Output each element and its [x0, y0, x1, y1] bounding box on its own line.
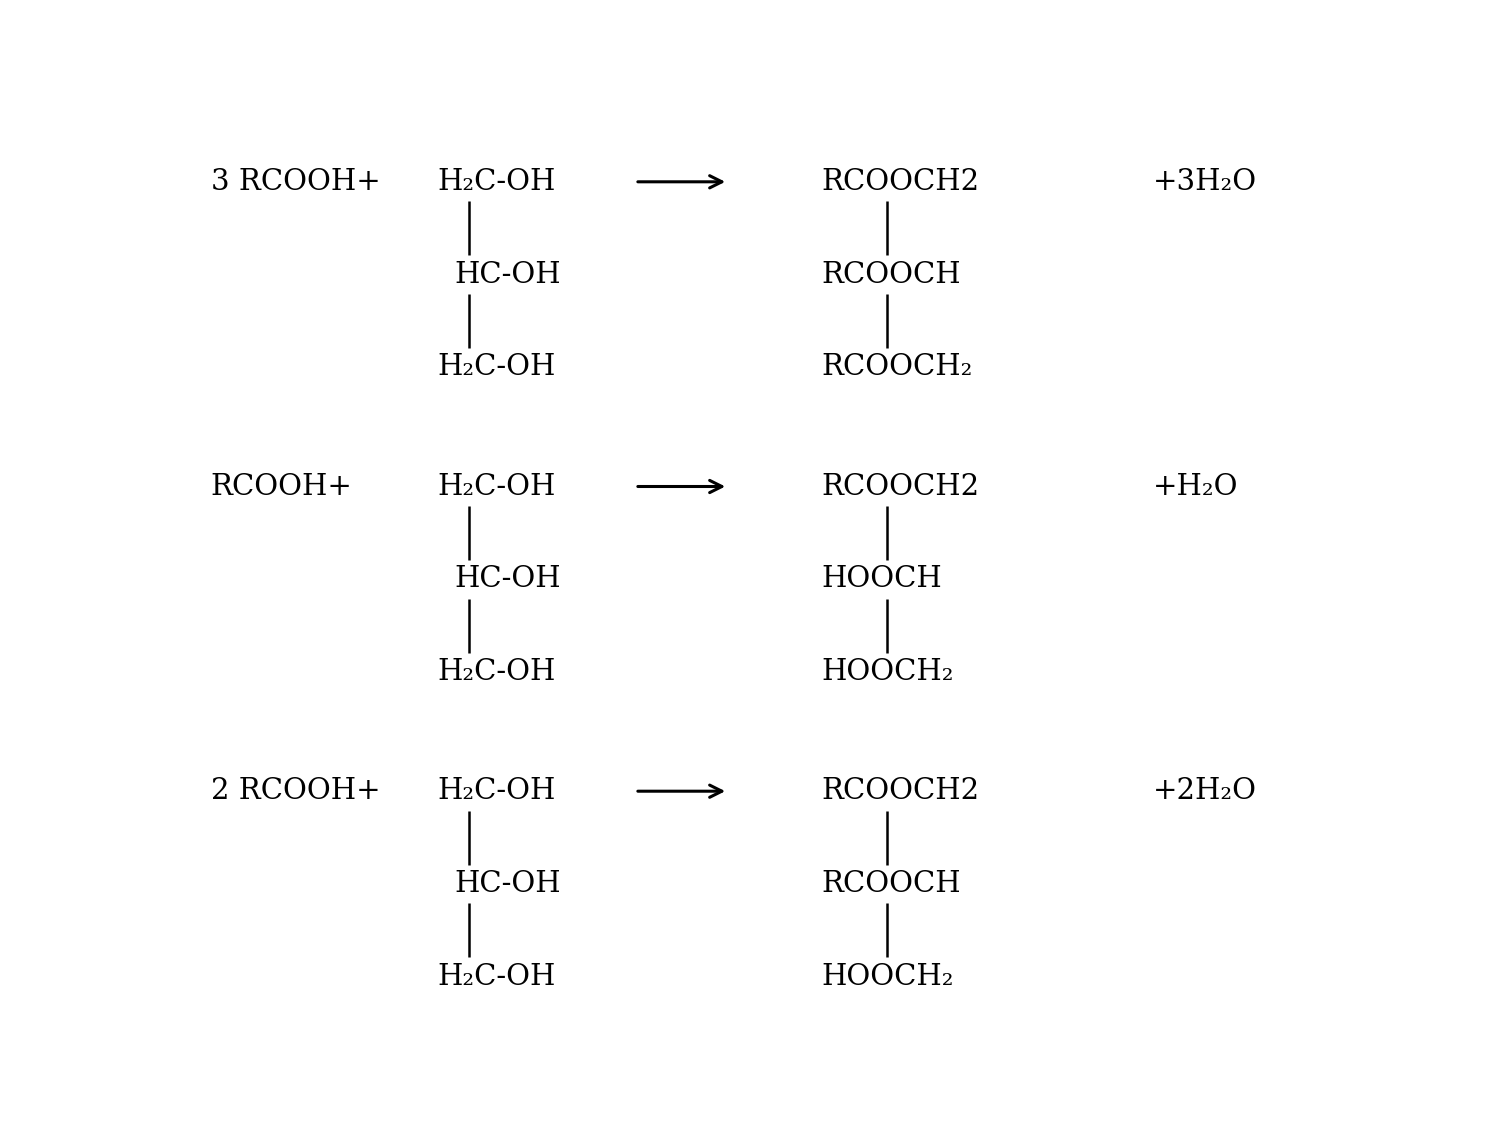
Text: H₂C-OH: H₂C-OH: [438, 167, 556, 196]
Text: H₂C-OH: H₂C-OH: [438, 353, 556, 381]
Text: HOOCH₂: HOOCH₂: [821, 658, 954, 686]
Text: H₂C-OH: H₂C-OH: [438, 473, 556, 500]
Text: RCOOCH2: RCOOCH2: [821, 473, 980, 500]
Text: HC-OH: HC-OH: [454, 869, 561, 898]
Text: RCOOCH₂: RCOOCH₂: [821, 353, 972, 381]
Text: 3 RCOOH+: 3 RCOOH+: [210, 167, 381, 196]
Text: 2 RCOOH+: 2 RCOOH+: [210, 778, 381, 805]
Text: HC-OH: HC-OH: [454, 260, 561, 289]
Text: H₂C-OH: H₂C-OH: [438, 962, 556, 991]
Text: RCOOCH: RCOOCH: [821, 260, 960, 289]
Text: RCOOCH2: RCOOCH2: [821, 167, 980, 196]
Text: HOOCH₂: HOOCH₂: [821, 962, 954, 991]
Text: HOOCH: HOOCH: [821, 565, 942, 593]
Text: RCOOH+: RCOOH+: [210, 473, 352, 500]
Text: RCOOCH: RCOOCH: [821, 869, 960, 898]
Text: H₂C-OH: H₂C-OH: [438, 658, 556, 686]
Text: HC-OH: HC-OH: [454, 565, 561, 593]
Text: H₂C-OH: H₂C-OH: [438, 778, 556, 805]
Text: +2H₂O: +2H₂O: [1152, 778, 1257, 805]
Text: RCOOCH2: RCOOCH2: [821, 778, 980, 805]
Text: +H₂O: +H₂O: [1152, 473, 1238, 500]
Text: +3H₂O: +3H₂O: [1152, 167, 1257, 196]
